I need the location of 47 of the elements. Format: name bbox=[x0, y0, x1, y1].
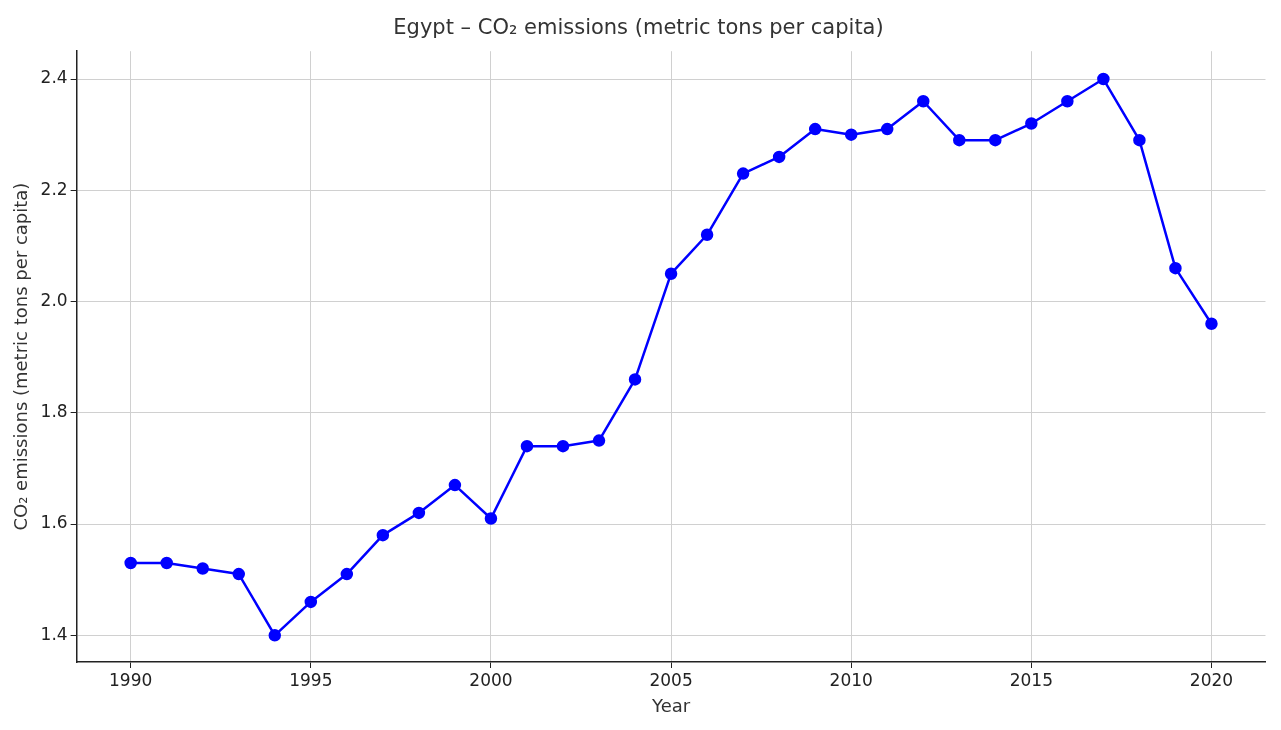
y-tick-label: 2.4 bbox=[40, 67, 68, 88]
point bbox=[340, 567, 354, 581]
point bbox=[808, 122, 822, 136]
point bbox=[448, 478, 462, 492]
y-axis-title: CO₂ emissions (metric tons per capita) bbox=[10, 182, 32, 531]
chart-title: Egypt – CO₂ emissions (metric tons per capita) bbox=[393, 15, 884, 40]
point bbox=[700, 228, 714, 242]
point bbox=[772, 150, 786, 164]
y-tick-label: 2.0 bbox=[40, 289, 68, 310]
x-tick-label: 1990 bbox=[109, 669, 153, 690]
point bbox=[628, 373, 642, 386]
point bbox=[196, 562, 209, 575]
point bbox=[556, 439, 570, 453]
y-tick-label: 1.6 bbox=[40, 512, 68, 533]
x-tick-label: 2005 bbox=[649, 669, 693, 690]
point bbox=[484, 512, 498, 525]
x-tick-label: 2000 bbox=[469, 669, 513, 690]
point bbox=[1097, 72, 1110, 86]
x-tick-label: 2015 bbox=[1009, 669, 1053, 690]
point bbox=[412, 506, 426, 520]
point bbox=[953, 133, 966, 147]
y-tick-label: 1.4 bbox=[40, 623, 68, 644]
point bbox=[520, 439, 534, 453]
point bbox=[1169, 261, 1182, 275]
point bbox=[1133, 133, 1146, 147]
point bbox=[592, 434, 606, 447]
point bbox=[664, 267, 678, 280]
point bbox=[917, 95, 930, 108]
x-tick-label: 2010 bbox=[829, 669, 873, 690]
point bbox=[880, 122, 894, 136]
y-tick-label: 1.8 bbox=[40, 401, 68, 422]
point bbox=[376, 528, 390, 542]
point bbox=[304, 595, 318, 609]
point bbox=[124, 556, 137, 570]
point bbox=[160, 556, 173, 570]
x-tick-label: 2020 bbox=[1189, 669, 1234, 690]
point bbox=[989, 133, 1002, 147]
point bbox=[232, 567, 245, 581]
x-tick-label: 1995 bbox=[289, 669, 333, 690]
point bbox=[736, 167, 750, 180]
point bbox=[1061, 95, 1074, 108]
point bbox=[1025, 117, 1038, 130]
x-axis-title: Year bbox=[651, 694, 691, 716]
point bbox=[1205, 317, 1218, 331]
point bbox=[844, 128, 858, 141]
point bbox=[268, 629, 282, 642]
y-tick-label: 2.2 bbox=[40, 178, 68, 199]
